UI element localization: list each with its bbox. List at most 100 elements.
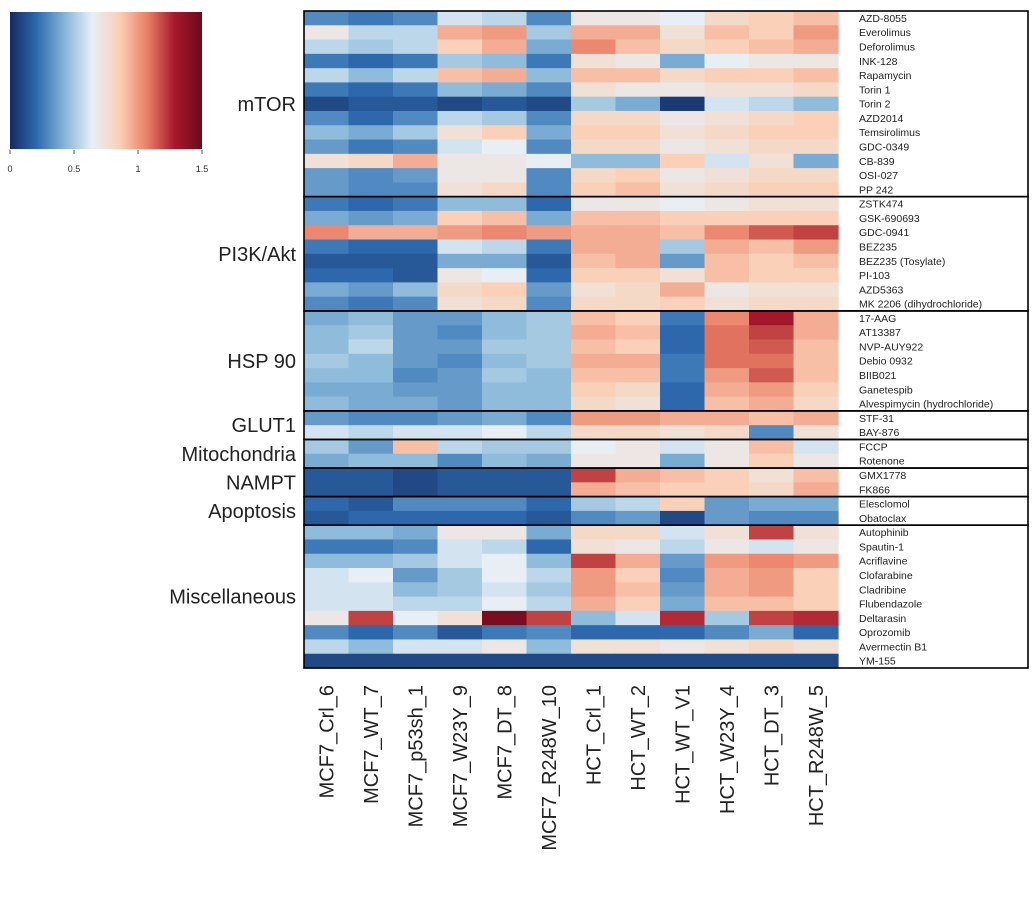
heatmap-cell <box>615 439 661 455</box>
heatmap-cell <box>704 168 750 183</box>
heatmap-cell <box>660 382 706 398</box>
heatmap-cell <box>437 653 483 669</box>
heatmap-cell <box>571 410 617 426</box>
heatmap-cell <box>437 568 483 583</box>
heatmap-cell <box>660 182 706 198</box>
heatmap-cell <box>482 253 528 269</box>
heatmap-cell <box>482 210 528 226</box>
heatmap-cell <box>348 468 394 483</box>
heatmap-cell <box>660 425 706 441</box>
heatmap-cell <box>615 382 661 398</box>
group-boxes <box>303 10 1029 669</box>
heatmap-cell <box>348 268 394 283</box>
heatmap-cell <box>348 339 394 355</box>
heatmap-cell <box>437 139 483 155</box>
heatmap-cell <box>348 539 394 555</box>
heatmap-cell <box>615 582 661 598</box>
heatmap-cell <box>615 353 661 369</box>
heatmap-cell <box>348 139 394 155</box>
heatmap-cell <box>704 496 750 512</box>
heatmap-cell <box>571 53 617 69</box>
heatmap-cell <box>526 453 572 469</box>
heatmap-cell <box>482 482 528 498</box>
heatmap-cell <box>793 453 839 469</box>
heatmap-cell <box>526 410 572 426</box>
heatmap-cell <box>793 68 839 84</box>
heatmap-cell <box>704 439 750 455</box>
colorbar-tick-label: 0.5 <box>68 164 81 174</box>
heatmap-cell <box>615 196 661 212</box>
heatmap-cell <box>393 410 439 426</box>
heatmap-cell <box>660 625 706 641</box>
heatmap-cell <box>304 410 350 426</box>
heatmap-cell <box>749 153 795 169</box>
heatmap-cell <box>615 11 661 26</box>
heatmap-cell <box>304 39 350 55</box>
heatmap-cell <box>571 296 617 312</box>
heatmap-cell <box>749 410 795 426</box>
heatmap-cell <box>571 439 617 455</box>
heatmap-cell <box>526 68 572 84</box>
heatmap-cell <box>348 353 394 369</box>
heatmap-cell <box>526 482 572 498</box>
heatmap-cell <box>704 68 750 84</box>
heatmap-cell <box>571 582 617 598</box>
column-label: MCF7_W23Y_9 <box>450 685 472 827</box>
heatmap-cell <box>393 139 439 155</box>
heatmap-cell <box>437 182 483 198</box>
heatmap-cell <box>348 553 394 569</box>
heatmap-cell <box>704 510 750 526</box>
heatmap-cell <box>393 168 439 183</box>
heatmap-cell <box>437 153 483 169</box>
heatmap-cell <box>304 525 350 541</box>
heatmap-cell <box>526 25 572 41</box>
heatmap-cell <box>749 325 795 341</box>
heatmap-cell <box>393 225 439 241</box>
row-label: Ganetespib <box>859 384 913 396</box>
heatmap-cell <box>571 310 617 326</box>
heatmap-cell <box>304 425 350 441</box>
heatmap-cell <box>793 310 839 326</box>
heatmap-cell <box>749 268 795 283</box>
heatmap-cell <box>704 96 750 112</box>
heatmap-cell <box>393 239 439 255</box>
heatmap-cell <box>704 582 750 598</box>
row-label: AT13387 <box>859 327 901 339</box>
heatmap-cell <box>749 182 795 198</box>
column-labels: MCF7_Crl_6 MCF7_WT_7 MCF7_p53sh_1 MCF7_W23Y… <box>316 685 828 851</box>
heatmap-cell <box>393 339 439 355</box>
heatmap-cell <box>526 553 572 569</box>
heatmap-cell <box>393 368 439 383</box>
heatmap-cell <box>437 268 483 283</box>
heatmap-cell <box>437 282 483 298</box>
heatmap-cell <box>482 410 528 426</box>
heatmap-cell <box>482 39 528 55</box>
heatmap-cell <box>793 582 839 598</box>
heatmap-cell <box>704 625 750 641</box>
heatmap-cell <box>704 482 750 498</box>
heatmap-cell <box>304 482 350 498</box>
heatmap-cell <box>571 110 617 126</box>
heatmap-cell <box>482 68 528 84</box>
heatmap-cell <box>793 653 839 669</box>
heatmap-cell <box>793 368 839 383</box>
heatmap-cell <box>348 425 394 441</box>
heatmap-cell <box>304 468 350 483</box>
heatmap-cell <box>348 25 394 41</box>
heatmap-cells <box>304 11 839 669</box>
row-label: Debio 0932 <box>859 356 913 368</box>
heatmap-cell <box>660 68 706 84</box>
heatmap-cell <box>793 553 839 569</box>
row-label: AZD2014 <box>859 113 904 125</box>
group-label: Mitochondria <box>181 444 296 466</box>
heatmap-cell <box>615 153 661 169</box>
heatmap-cell <box>393 625 439 641</box>
row-label: GMX1778 <box>859 470 906 482</box>
heatmap-cell <box>615 425 661 441</box>
heatmap-cell <box>615 510 661 526</box>
heatmap-cell <box>304 653 350 669</box>
heatmap-cell <box>749 396 795 412</box>
heatmap-cell <box>749 539 795 555</box>
row-label: Elesclomol <box>859 499 910 511</box>
heatmap-cell <box>704 653 750 669</box>
